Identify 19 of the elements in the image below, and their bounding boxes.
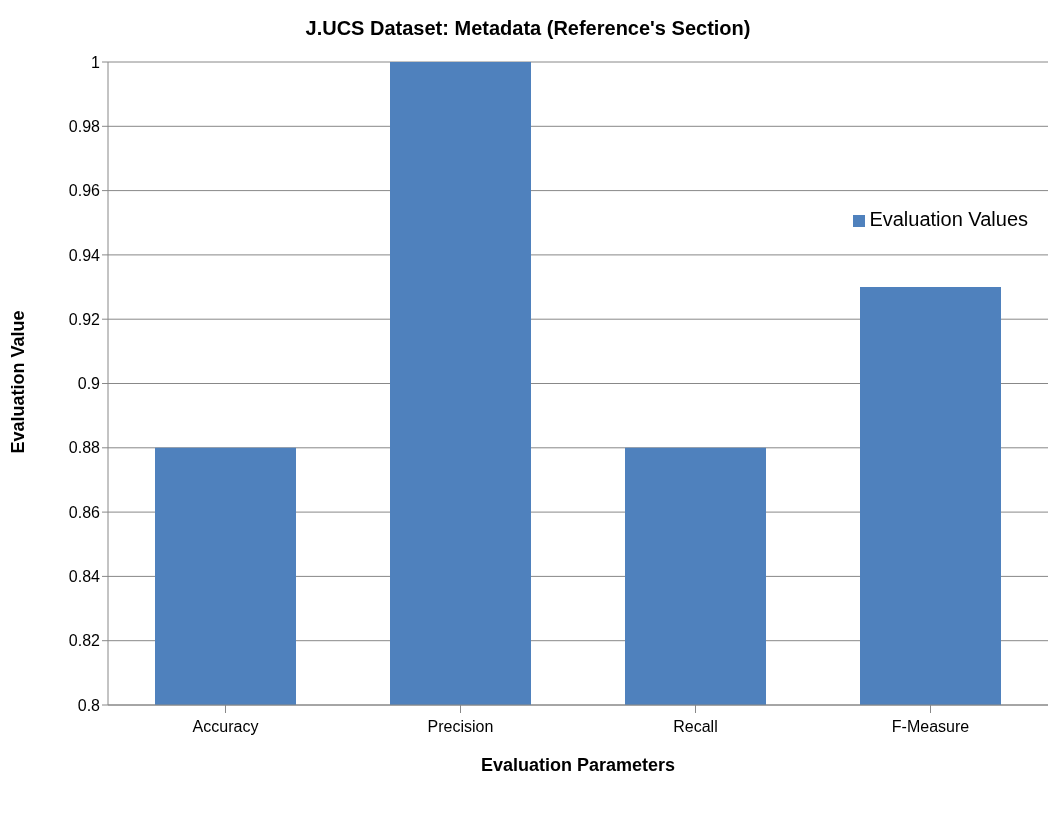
y-tick-label: 0.98	[68, 117, 101, 135]
y-tick-label: 0.92	[68, 310, 101, 328]
y-tick-label: 0.84	[68, 568, 101, 586]
y-tick-label: 0.82	[68, 632, 101, 650]
y-tick-label: 0.96	[68, 182, 101, 200]
y-tick-label: 0.9	[77, 375, 101, 393]
y-tick-label: 0.94	[68, 246, 101, 264]
y-tick-label: 1	[91, 53, 101, 71]
x-tick-label: Precision	[427, 718, 494, 736]
y-axis-title: Evaluation Value	[8, 310, 29, 454]
x-axis-title: Evaluation Parameters	[480, 755, 676, 775]
y-tick-label: 0.8	[77, 696, 101, 714]
legend-label: Evaluation Values	[869, 208, 1028, 230]
x-tick-label: Recall	[673, 718, 718, 736]
chart-title: J.UCS Dataset: Metadata (Reference's Section)	[304, 16, 752, 41]
x-tick-label: Accuracy	[192, 718, 259, 736]
y-tick-label: 0.88	[68, 439, 101, 457]
x-tick-label: F-Measure	[891, 718, 970, 736]
y-tick-label: 0.86	[68, 503, 101, 521]
